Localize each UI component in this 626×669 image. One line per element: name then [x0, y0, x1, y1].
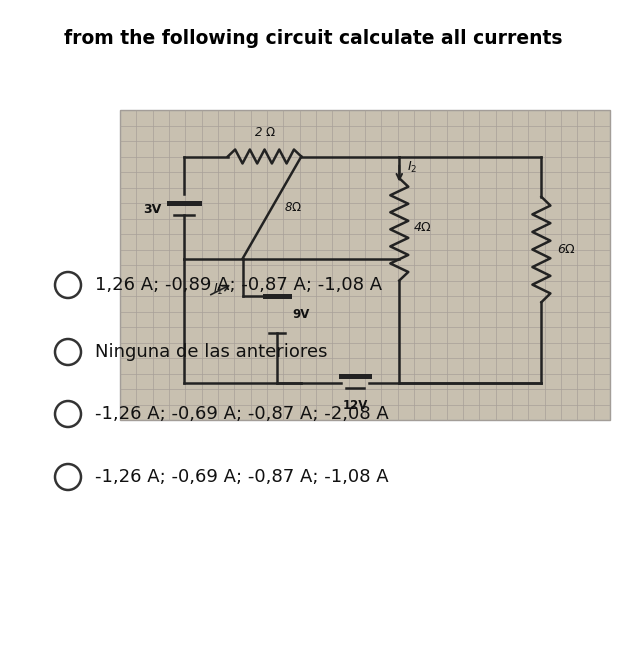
Text: 8$\Omega$: 8$\Omega$	[284, 201, 302, 214]
Text: 6$\Omega$: 6$\Omega$	[557, 243, 577, 256]
Text: $I_1$: $I_1$	[213, 282, 223, 297]
Text: 3V: 3V	[143, 203, 162, 215]
Text: $I_2$: $I_2$	[408, 160, 418, 175]
Text: -1,26 A; -0,69 A; -0,87 A; -1,08 A: -1,26 A; -0,69 A; -0,87 A; -1,08 A	[95, 468, 389, 486]
Text: from the following circuit calculate all currents: from the following circuit calculate all…	[64, 29, 562, 48]
Text: -1,26 A; -0,69 A; -0,87 A; -2,08 A: -1,26 A; -0,69 A; -0,87 A; -2,08 A	[95, 405, 389, 423]
Bar	[120, 110, 610, 420]
Text: 2 $\Omega$: 2 $\Omega$	[254, 126, 275, 138]
Text: 12V: 12V	[342, 399, 368, 412]
Text: Ninguna de las anteriores: Ninguna de las anteriores	[95, 343, 327, 361]
Text: 1,26 A; -0,89 A; -0,87 A; -1,08 A: 1,26 A; -0,89 A; -0,87 A; -1,08 A	[95, 276, 382, 294]
Text: 9V: 9V	[293, 308, 310, 321]
Text: 4$\Omega$: 4$\Omega$	[413, 221, 433, 234]
